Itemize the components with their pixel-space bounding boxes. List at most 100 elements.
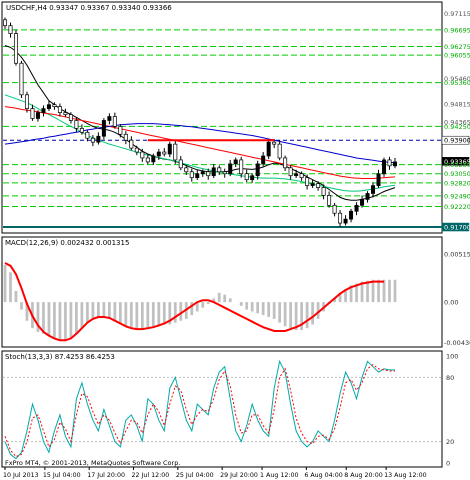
candle-body bbox=[393, 161, 397, 167]
candle-body bbox=[365, 193, 370, 200]
price-label: 0.96275 bbox=[444, 43, 470, 51]
price-label: 0.94250 bbox=[444, 123, 470, 131]
candle-body bbox=[250, 175, 255, 181]
stoch-label: 100 bbox=[446, 353, 458, 361]
candle-body bbox=[30, 108, 35, 119]
candle-body bbox=[24, 94, 29, 109]
macd-label: 0.005157 bbox=[444, 251, 470, 259]
copyright-footer: FxPro MT4, © 2001-2013, MetaQuotes Softw… bbox=[5, 459, 180, 467]
time-label: 15 Jul 04:00 bbox=[43, 472, 81, 479]
price-label: 0.92490 bbox=[444, 192, 470, 200]
candle-body bbox=[244, 173, 249, 181]
price-label: 0.93050 bbox=[444, 170, 470, 178]
macd-header: MACD(12,26,9) 0.002432 0.001315 bbox=[5, 239, 129, 247]
ma-blue-line bbox=[4, 123, 396, 164]
candle-body bbox=[255, 163, 260, 177]
stoch-label: 80 bbox=[446, 374, 454, 382]
candle-body bbox=[79, 128, 84, 133]
candle-body bbox=[3, 19, 7, 27]
candle-body bbox=[90, 137, 95, 143]
candle-body bbox=[112, 116, 117, 127]
time-label: 25 Jul 04:00 bbox=[176, 472, 214, 479]
candle-body bbox=[162, 151, 167, 155]
candle-body bbox=[211, 167, 216, 177]
time-label: 6 Aug 04:00 bbox=[304, 472, 342, 479]
candle-body bbox=[354, 204, 359, 212]
macd-signal-line bbox=[4, 262, 384, 342]
candle-body bbox=[145, 157, 150, 163]
candle-body bbox=[343, 218, 348, 224]
candle-body bbox=[68, 114, 73, 121]
macd-histogram bbox=[3, 264, 397, 340]
candle-body bbox=[294, 173, 299, 177]
candle-body bbox=[140, 151, 145, 159]
time-label: 13 Aug 12:00 bbox=[384, 472, 426, 479]
candle-body bbox=[123, 133, 128, 141]
candle-body bbox=[261, 155, 266, 165]
candle-body bbox=[288, 167, 293, 177]
price-label: 0.95460 bbox=[444, 75, 470, 83]
candle-body bbox=[156, 151, 161, 157]
price-label-box bbox=[441, 222, 470, 232]
candle-body bbox=[233, 159, 238, 165]
moving-averages bbox=[4, 45, 396, 201]
stoch-header: Stoch(13,3,3) 87.4253 86.4253 bbox=[5, 353, 115, 361]
candle-body bbox=[74, 120, 79, 129]
time-label: 29 Jul 20:00 bbox=[220, 472, 258, 479]
stoch-level-lines bbox=[3, 376, 442, 443]
candle-body bbox=[382, 159, 387, 175]
candle-body bbox=[101, 120, 106, 137]
candle-body bbox=[305, 177, 310, 186]
price-label: 0.94365 bbox=[444, 118, 470, 126]
candle-body bbox=[217, 167, 222, 173]
stoch-label: 20 bbox=[446, 438, 454, 446]
price-label: 0.93280 bbox=[444, 161, 470, 169]
candle-body bbox=[338, 212, 343, 224]
price-label: 0.93900 bbox=[444, 137, 470, 145]
candle-body bbox=[376, 173, 381, 186]
candle-body bbox=[173, 143, 178, 161]
candle-body bbox=[35, 112, 40, 119]
candle-body bbox=[371, 185, 376, 194]
candle-body bbox=[52, 104, 57, 107]
candle-body bbox=[85, 131, 90, 139]
time-axis: 10 Jul 2013 15 Jul 04:00 17 Jul 20:00 22 Ju… bbox=[3, 467, 427, 479]
candle-body bbox=[327, 195, 332, 206]
candle-body bbox=[189, 171, 194, 179]
candle-body bbox=[299, 173, 304, 179]
macd-pane[interactable]: MACD(12,26,9) 0.002432 0.001315 0.005157… bbox=[1, 236, 470, 348]
time-label: 8 Aug 20:00 bbox=[344, 472, 382, 479]
candle-body bbox=[349, 210, 354, 220]
price-label: 0.91700 bbox=[444, 224, 470, 232]
price-label: 0.94815 bbox=[444, 101, 470, 109]
candle-body bbox=[184, 167, 189, 173]
price-label: 0.92820 bbox=[444, 179, 470, 187]
macd-label: 0.00 bbox=[444, 299, 458, 307]
price-label: 0.97115 bbox=[444, 10, 470, 18]
price-label: 0.96695 bbox=[444, 26, 470, 34]
candle-body bbox=[63, 112, 68, 115]
candle-body bbox=[107, 116, 112, 121]
price-label: 0.96055 bbox=[444, 52, 470, 60]
price-label: 0.92220 bbox=[444, 203, 470, 211]
price-label: 0.93365 bbox=[444, 158, 470, 166]
price-pane[interactable]: USDCHF,H4 0.93347 0.93367 0.93340 0.9336… bbox=[1, 1, 470, 234]
candle-body bbox=[178, 159, 183, 169]
candle-body bbox=[283, 157, 288, 169]
stochastic-pane[interactable]: Stoch(13,3,3) 87.4253 86.4253 100 80 20 0 F… bbox=[1, 350, 458, 468]
candle-body bbox=[310, 183, 315, 186]
candle-body bbox=[129, 139, 134, 149]
price-label-box bbox=[441, 157, 470, 166]
candle-body bbox=[321, 187, 326, 196]
stoch-label: 0 bbox=[446, 460, 450, 468]
time-label: 10 Jul 2013 bbox=[3, 472, 39, 479]
candle-body bbox=[19, 62, 24, 96]
candle-body bbox=[151, 155, 156, 163]
candle-body bbox=[167, 143, 172, 155]
macd-label: -0.00436 bbox=[444, 339, 470, 347]
candle-body bbox=[222, 171, 227, 175]
stoch-axis-labels: 100 80 20 0 bbox=[446, 353, 458, 468]
candle-body bbox=[206, 171, 211, 177]
